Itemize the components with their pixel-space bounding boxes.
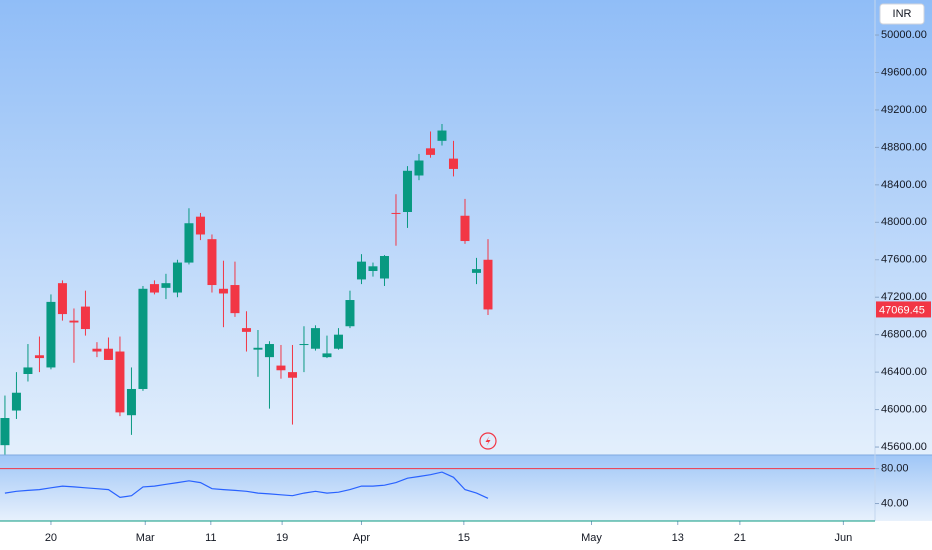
indicator-pane: [0, 455, 932, 521]
candle-body: [230, 285, 240, 314]
candle-body: [322, 353, 332, 358]
candle-body: [460, 215, 470, 242]
candle-body: [471, 269, 481, 273]
candle-body: [69, 320, 79, 323]
y-tick-label: 40.00: [881, 497, 909, 509]
y-tick-label: 46000.00: [881, 403, 927, 415]
y-tick-label: 47600.00: [881, 254, 927, 266]
candle-body: [391, 212, 401, 214]
candle-body: [264, 344, 274, 358]
y-tick-label: 48800.00: [881, 141, 927, 153]
candle-body: [80, 306, 90, 330]
y-tick-label: 48400.00: [881, 179, 927, 191]
y-tick-label: 50000.00: [881, 29, 927, 41]
x-tick-label: May: [581, 532, 602, 544]
candle-body: [92, 348, 102, 352]
currency-button[interactable]: [879, 3, 925, 25]
candle-body: [241, 328, 251, 332]
y-tick-label: 45600.00: [881, 441, 927, 453]
y-tick-label: 48000.00: [881, 216, 927, 228]
candle-body: [46, 301, 56, 368]
candle-body: [34, 355, 44, 359]
candle-body: [483, 259, 493, 310]
y-tick-label: 80.00: [881, 463, 909, 475]
candle-body: [425, 148, 435, 155]
candle-body: [356, 261, 366, 280]
currency-label: INR: [893, 8, 912, 20]
candle-body: [184, 223, 194, 263]
candle-body: [333, 334, 343, 349]
candle-body: [368, 266, 378, 271]
candle-body: [115, 351, 125, 413]
y-tick-label: 46800.00: [881, 329, 927, 341]
candle-body: [299, 344, 309, 346]
x-tick-label: 15: [458, 532, 470, 544]
candle-body: [437, 130, 447, 141]
candle-body: [161, 283, 171, 288]
y-tick-label: 46400.00: [881, 366, 927, 378]
x-tick-label: 20: [45, 532, 57, 544]
y-tick-label: 49600.00: [881, 66, 927, 78]
candle-body: [172, 262, 182, 293]
x-tick-label: 13: [672, 532, 684, 544]
replay-icon[interactable]: [479, 432, 497, 450]
candle-body: [11, 392, 21, 411]
x-tick-label: 11: [205, 532, 216, 544]
candle-body: [207, 239, 217, 286]
y-tick-label: 49200.00: [881, 104, 927, 116]
candle-body: [126, 388, 136, 416]
y-tick-label: 47200.00: [881, 291, 927, 303]
candle-body: [276, 365, 286, 371]
candle-body: [57, 283, 67, 315]
last-price-label: 47069.45: [879, 304, 925, 316]
candle-body: [287, 372, 297, 378]
candle-body: [345, 300, 355, 327]
indicator-line: [4, 471, 489, 499]
time-axis: [0, 521, 932, 550]
last-price-box: [876, 301, 931, 318]
candle-body: [23, 367, 33, 375]
candle-body: [379, 256, 389, 279]
candle-body: [402, 170, 412, 213]
candle-body: [138, 288, 148, 389]
candle-body: [414, 160, 424, 176]
candle-body: [253, 347, 263, 350]
x-tick-label: 21: [734, 532, 746, 544]
x-tick-label: Jun: [834, 532, 852, 544]
candle-body: [310, 328, 320, 349]
candle-body: [195, 216, 205, 235]
x-tick-label: Mar: [136, 532, 155, 544]
candle-body: [448, 158, 458, 169]
candle-body: [218, 288, 228, 294]
x-tick-label: 19: [276, 532, 288, 544]
candle-body: [149, 284, 159, 293]
x-tick-label: Apr: [353, 532, 370, 544]
candle-body: [0, 418, 10, 446]
candle-body: [103, 348, 113, 360]
